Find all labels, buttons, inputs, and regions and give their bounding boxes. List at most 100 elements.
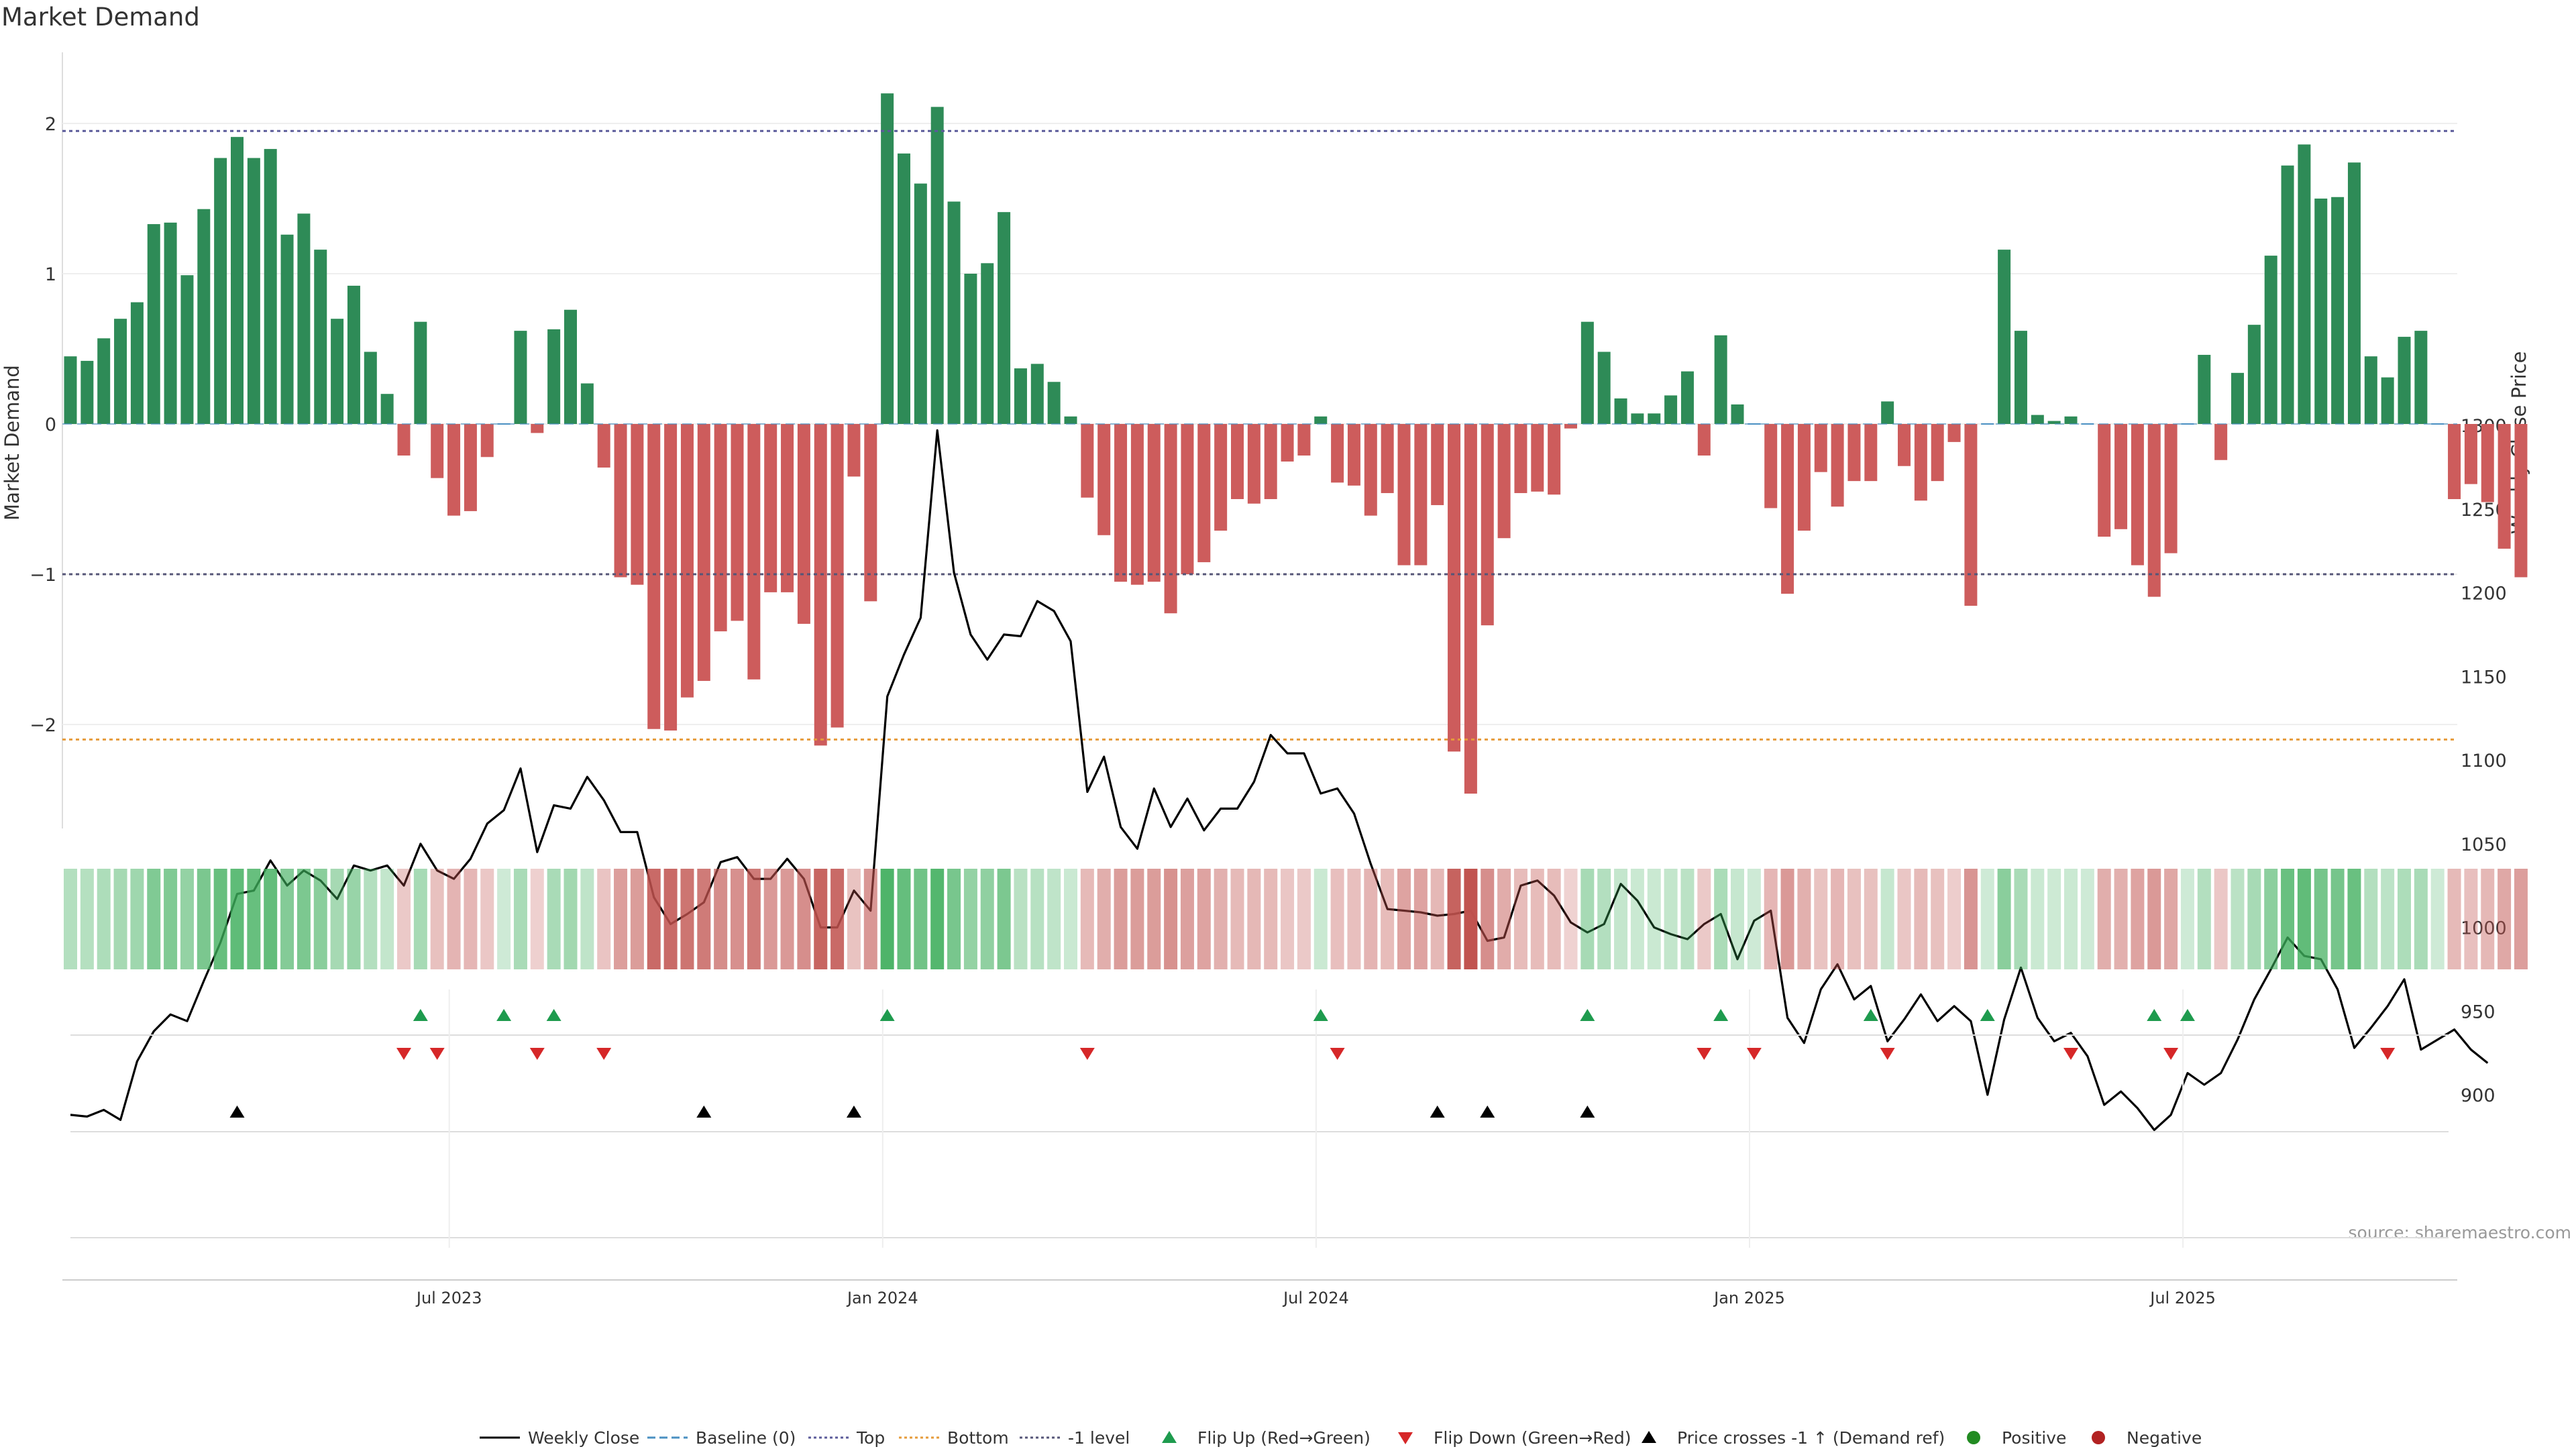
heat-cell-112 xyxy=(1931,869,1945,969)
demand-bar-67 xyxy=(1181,424,1194,574)
demand-bar-37 xyxy=(680,424,694,698)
heat-cell-120 xyxy=(2064,869,2078,969)
heat-cell-108 xyxy=(1864,869,1878,969)
y-axis-label: Market Demand xyxy=(1,365,23,521)
flip-down-marker-11 xyxy=(2380,1048,2396,1060)
heat-cell-82 xyxy=(1430,869,1444,969)
heat-cell-48 xyxy=(863,869,877,969)
heat-cell-72 xyxy=(1264,869,1278,969)
heat-cell-127 xyxy=(2180,869,2194,969)
heat-cell-4 xyxy=(130,869,144,969)
demand-bar-129 xyxy=(2214,424,2228,460)
demand-bar-50 xyxy=(898,153,910,425)
heat-cell-23 xyxy=(447,869,461,969)
heat-cell-81 xyxy=(1413,869,1428,969)
flip-up-marker-2 xyxy=(546,1009,561,1021)
heat-cell-26 xyxy=(497,869,511,969)
demand-bar-57 xyxy=(1014,368,1027,424)
heat-cell-49 xyxy=(880,869,894,969)
weekly-close-line xyxy=(70,429,2489,1132)
chart-title: Market Demand xyxy=(1,3,200,32)
heat-cell-113 xyxy=(1947,869,1962,969)
demand-bar-20 xyxy=(397,424,411,456)
heat-cell-67 xyxy=(1180,869,1194,969)
demand-bar-14 xyxy=(297,213,311,424)
heat-cell-16 xyxy=(330,869,344,969)
heat-cell-118 xyxy=(2031,869,2045,969)
heat-cell-42 xyxy=(763,869,777,969)
demand-bar-54 xyxy=(964,274,977,424)
demand-bar-22 xyxy=(431,424,444,478)
y-tick-labels: 2 1 0 −1 −2 xyxy=(30,114,56,736)
heat-cell-93 xyxy=(1614,869,1628,969)
heat-cell-10 xyxy=(230,869,244,969)
demand-bars xyxy=(64,93,2528,794)
heat-cell-104 xyxy=(1797,869,1811,969)
heat-cell-14 xyxy=(297,869,311,969)
heat-cell-58 xyxy=(1030,869,1044,969)
demand-bar-12 xyxy=(264,149,277,424)
demand-bar-86 xyxy=(1497,424,1511,539)
y-tick-0: 2 xyxy=(45,114,56,135)
heat-cell-56 xyxy=(997,869,1011,969)
x-tick-1: Jan 2024 xyxy=(846,1289,918,1307)
heat-cell-85 xyxy=(1481,869,1495,969)
heat-cell-13 xyxy=(280,869,294,969)
demand-bar-75 xyxy=(1314,416,1328,424)
price-cross-markers xyxy=(229,1106,1595,1118)
heat-cell-24 xyxy=(464,869,478,969)
flip-up-marker-6 xyxy=(1713,1009,1729,1021)
demand-bar-23 xyxy=(447,424,461,516)
heat-cell-137 xyxy=(2347,869,2361,969)
price-series xyxy=(70,429,2489,1132)
flip-up-marker-5 xyxy=(1580,1009,1595,1021)
flip-up-marker-3 xyxy=(879,1009,895,1021)
demand-bar-94 xyxy=(1631,413,1644,424)
heat-cell-146 xyxy=(2498,869,2512,969)
heat-cell-17 xyxy=(347,869,361,969)
heat-cell-18 xyxy=(364,869,378,969)
demand-bar-68 xyxy=(1197,424,1211,563)
demand-bar-107 xyxy=(1847,424,1861,482)
demand-bar-100 xyxy=(1731,404,1744,424)
demand-bar-11 xyxy=(247,158,260,424)
demand-bar-126 xyxy=(2164,424,2178,553)
demand-bar-71 xyxy=(1247,424,1260,504)
demand-bar-116 xyxy=(1998,250,2011,424)
demand-bar-27 xyxy=(514,331,527,424)
demand-bar-1 xyxy=(80,360,94,424)
heat-cell-59 xyxy=(1047,869,1061,969)
flip-down-marker-4 xyxy=(1079,1048,1095,1060)
demand-bar-8 xyxy=(197,209,211,424)
demand-bar-18 xyxy=(364,352,377,424)
heat-cell-144 xyxy=(2464,869,2478,969)
demand-bar-106 xyxy=(1831,424,1844,507)
heat-cell-90 xyxy=(1564,869,1578,969)
demand-bar-69 xyxy=(1214,424,1228,531)
demand-bar-146 xyxy=(2498,424,2511,549)
flip-up-marker-1 xyxy=(496,1009,512,1021)
heat-cell-30 xyxy=(564,869,578,969)
demand-bar-48 xyxy=(864,424,877,602)
heat-cell-29 xyxy=(547,869,561,969)
heat-cell-15 xyxy=(313,869,327,969)
demand-bar-78 xyxy=(1364,424,1377,516)
demand-bar-3 xyxy=(114,319,127,424)
heat-cell-111 xyxy=(1914,869,1928,969)
demand-bar-89 xyxy=(1548,424,1561,495)
heat-cell-76 xyxy=(1330,869,1344,969)
heat-cell-0 xyxy=(64,869,77,969)
heat-cell-45 xyxy=(814,869,828,969)
demand-bar-120 xyxy=(2064,416,2078,424)
demand-bar-36 xyxy=(664,424,678,731)
legend-label-0: Weekly Close xyxy=(528,1428,639,1448)
demand-bar-122 xyxy=(2098,424,2111,537)
heat-cell-115 xyxy=(1980,869,1994,969)
x-tick-4: Jul 2025 xyxy=(2149,1289,2216,1307)
y-tick-1: 1 xyxy=(45,264,56,285)
demand-bar-19 xyxy=(380,394,394,424)
demand-bar-96 xyxy=(1664,395,1678,424)
heat-cell-79 xyxy=(1381,869,1395,969)
flip-down-marker-7 xyxy=(1746,1048,1762,1060)
heat-cell-95 xyxy=(1647,869,1661,969)
